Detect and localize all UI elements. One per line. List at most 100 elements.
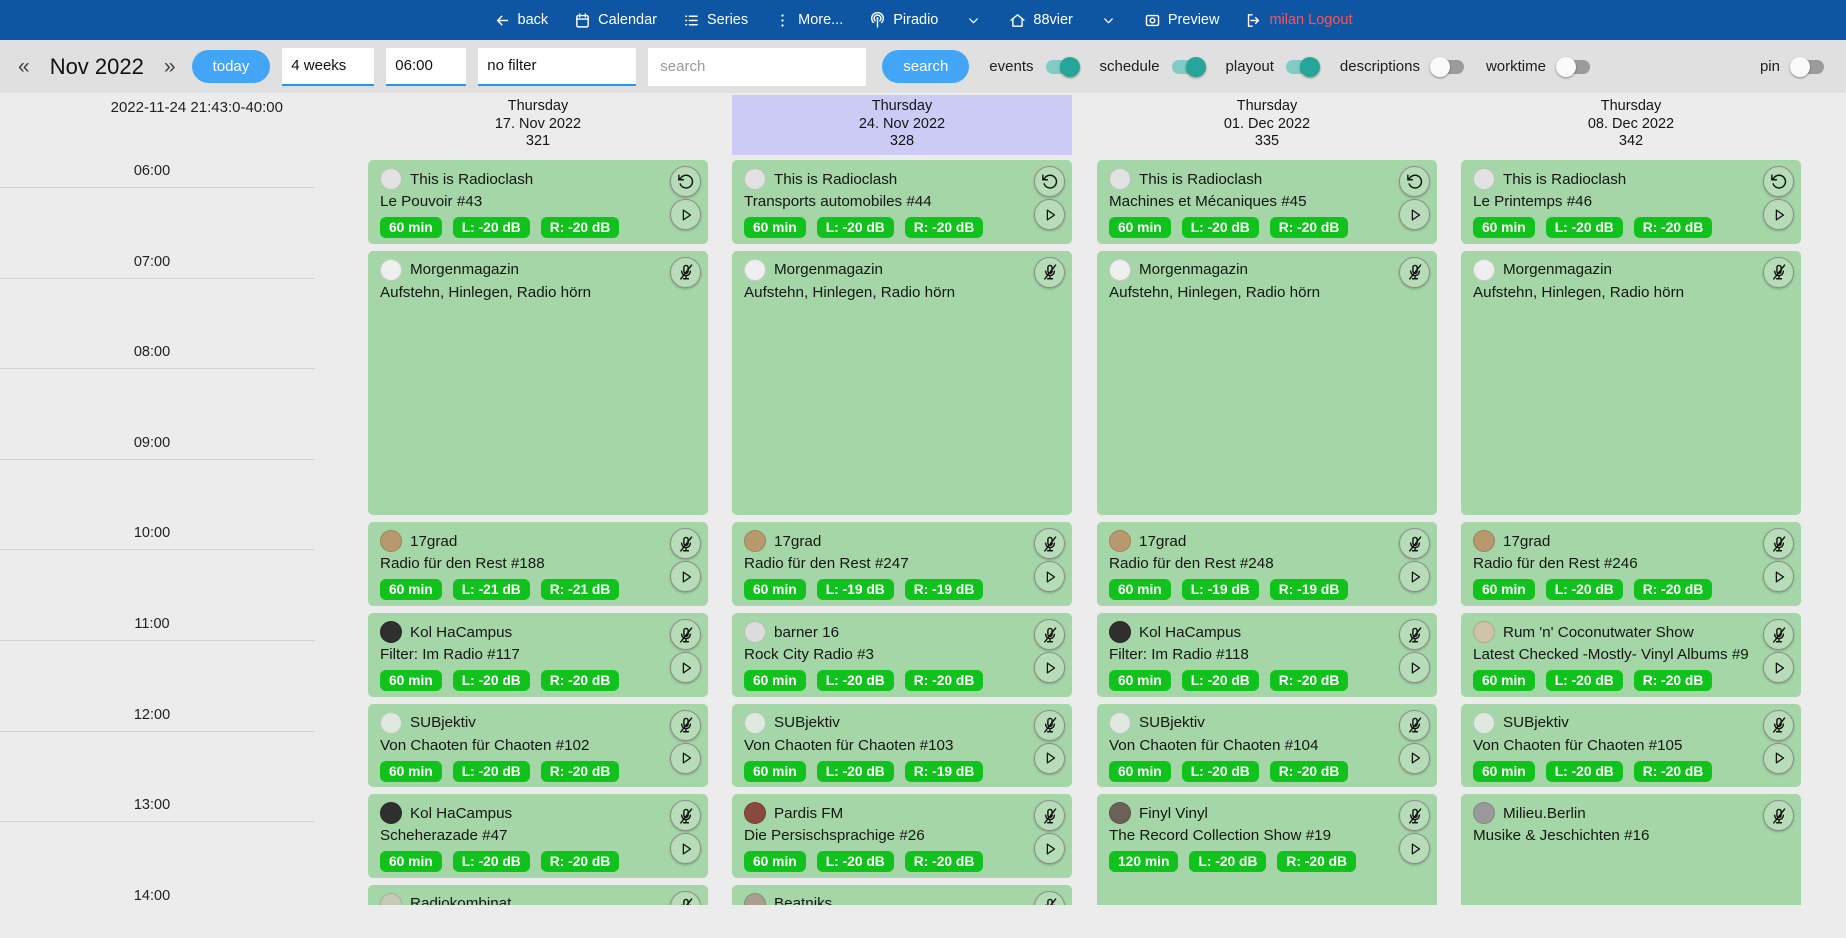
mic-off-button[interactable] (1763, 528, 1794, 560)
event-card[interactable]: Morgenmagazin Aufstehn, Hinlegen, Radio h… (1097, 250, 1437, 516)
event-card[interactable]: Beatniks (732, 884, 1072, 905)
play-button[interactable] (670, 652, 701, 683)
chevron-down-icon[interactable] (1101, 13, 1116, 28)
event-card[interactable]: 17grad Radio für den Rest #247 60 min L: -1… (732, 522, 1072, 606)
nav-item-back[interactable]: back (494, 12, 548, 29)
mic-off-button[interactable] (1399, 800, 1430, 832)
mic-off-button[interactable] (1399, 528, 1430, 560)
mic-off-button[interactable] (670, 256, 701, 288)
nav-item-preview[interactable]: Preview (1144, 12, 1219, 29)
play-button[interactable] (1763, 561, 1794, 593)
play-button[interactable] (1763, 652, 1794, 683)
play-button[interactable] (1034, 561, 1065, 593)
event-card[interactable]: SUBjektiv Von Chaoten für Chaoten #105 60 … (1461, 703, 1801, 788)
day-header-01--Dec-2022[interactable]: Thursday 01. Dec 2022 335 (1097, 95, 1437, 155)
play-button[interactable] (1399, 561, 1430, 593)
event-card[interactable]: This is Radioclash Transports automobiles… (732, 160, 1072, 244)
mic-off-button[interactable] (1034, 528, 1065, 560)
mic-off-button[interactable] (1034, 800, 1065, 832)
event-card[interactable]: Kol HaCampus Filter: Im Radio #118 60 min L… (1097, 613, 1437, 697)
play-button[interactable] (1763, 199, 1794, 230)
nav-item-piradio[interactable]: Piradio (869, 11, 938, 29)
nav-item-88vier[interactable]: 88vier (1009, 12, 1073, 29)
show-title: 17grad (410, 532, 458, 550)
toggle-worktime-toggle[interactable] (1555, 56, 1592, 77)
event-card[interactable]: 17grad Radio für den Rest #188 60 min L: -2… (368, 522, 708, 606)
event-card[interactable]: Milieu.Berlin Musike & Jeschichten #16 (1461, 794, 1801, 905)
play-button[interactable] (670, 561, 701, 593)
mic-off-button[interactable] (670, 709, 701, 741)
mic-off-button[interactable] (1034, 619, 1065, 650)
event-card[interactable]: SUBjektiv Von Chaoten für Chaoten #102 60 … (368, 703, 708, 788)
nav-item-series[interactable]: Series (683, 12, 748, 29)
event-card[interactable]: barner 16 Rock City Radio #3 60 min L: -20 … (732, 613, 1072, 697)
toggle-events-toggle[interactable] (1044, 56, 1080, 77)
nav-item-calendar[interactable]: Calendar (574, 12, 657, 29)
toggle-schedule-toggle[interactable] (1170, 56, 1206, 77)
toggle-pin-toggle[interactable] (1790, 56, 1826, 77)
event-card[interactable]: 17grad Radio für den Rest #246 60 min L: -2… (1461, 522, 1801, 606)
mic-off-button[interactable] (1399, 256, 1430, 288)
mic-off-button[interactable] (1034, 709, 1065, 741)
event-card[interactable]: SUBjektiv Von Chaoten für Chaoten #104 60 … (1097, 703, 1437, 788)
chevron-down-icon[interactable] (966, 13, 981, 28)
start-time-select[interactable]: 06:00 (386, 47, 467, 86)
mic-off-button[interactable] (1763, 709, 1794, 741)
mic-off-button[interactable] (670, 800, 701, 832)
day-header-08--Dec-2022[interactable]: Thursday 08. Dec 2022 342 (1461, 95, 1801, 155)
event-card[interactable]: This is Radioclash Le Printemps #46 60 min… (1461, 160, 1801, 244)
filter-select[interactable]: no filter (478, 47, 637, 86)
play-button[interactable] (1763, 742, 1794, 774)
mic-off-button[interactable] (670, 528, 701, 560)
nav-item-logout[interactable]: milan Logout (1245, 12, 1352, 29)
search-input[interactable] (648, 47, 867, 86)
event-card[interactable]: Morgenmagazin Aufstehn, Hinlegen, Radio h… (732, 250, 1072, 516)
search-button[interactable]: search (882, 50, 970, 83)
event-card[interactable]: Morgenmagazin Aufstehn, Hinlegen, Radio h… (1461, 250, 1801, 516)
event-card[interactable]: Rum 'n' Coconutwater Show Latest Checked … (1461, 613, 1801, 697)
play-button[interactable] (1399, 742, 1430, 774)
mic-off-button[interactable] (1034, 256, 1065, 288)
mic-off-button[interactable] (1763, 800, 1794, 832)
event-card[interactable]: Finyl Vinyl The Record Collection Show #1… (1097, 794, 1437, 905)
play-button[interactable] (670, 742, 701, 774)
nav-item-more[interactable]: More... (774, 12, 843, 29)
play-button[interactable] (670, 833, 701, 865)
rotate-ccw-button[interactable] (1399, 166, 1430, 197)
mic-off-button[interactable] (1763, 256, 1794, 288)
event-card[interactable]: Pardis FM Die Persischsprachige #26 60 min… (732, 794, 1072, 878)
play-button[interactable] (670, 199, 701, 230)
day-header-24--Nov-2022[interactable]: Thursday 24. Nov 2022 328 (732, 95, 1072, 155)
event-card[interactable]: This is Radioclash Le Pouvoir #43 60 min L:… (368, 160, 708, 244)
mic-off-button[interactable] (1399, 619, 1430, 650)
today-button[interactable]: today (191, 50, 271, 83)
play-button[interactable] (1399, 199, 1430, 230)
event-card[interactable]: Kol HaCampus Filter: Im Radio #117 60 min L… (368, 613, 708, 697)
toggle-playout-toggle[interactable] (1284, 56, 1320, 77)
next-month-button[interactable]: » (163, 54, 176, 78)
play-button[interactable] (1034, 833, 1065, 865)
event-card[interactable]: 17grad Radio für den Rest #248 60 min L: -1… (1097, 522, 1437, 606)
play-button[interactable] (1034, 199, 1065, 230)
play-button[interactable] (1399, 833, 1430, 865)
event-card[interactable]: Kol HaCampus Scheherazade #47 60 min L: -20… (368, 794, 708, 878)
mic-off-button[interactable] (1399, 709, 1430, 741)
mic-off-button[interactable] (670, 890, 701, 905)
range-select[interactable]: 4 weeks (282, 47, 375, 86)
play-button[interactable] (1034, 742, 1065, 774)
event-card[interactable]: SUBjektiv Von Chaoten für Chaoten #103 60 … (732, 703, 1072, 788)
event-card[interactable]: Morgenmagazin Aufstehn, Hinlegen, Radio h… (368, 250, 708, 516)
play-button[interactable] (1034, 652, 1065, 683)
event-card[interactable]: This is Radioclash Machines et Mécaniques… (1097, 160, 1437, 244)
mic-off-button[interactable] (670, 619, 701, 650)
mic-off-button[interactable] (1034, 890, 1065, 905)
toggle-descriptions-toggle[interactable] (1429, 56, 1466, 77)
rotate-ccw-button[interactable] (1034, 166, 1065, 197)
event-card[interactable]: Radiokombinat (368, 884, 708, 905)
rotate-ccw-button[interactable] (1763, 166, 1794, 197)
mic-off-button[interactable] (1763, 619, 1794, 650)
prev-month-button[interactable]: « (18, 54, 30, 78)
play-button[interactable] (1399, 652, 1430, 683)
day-header-17--Nov-2022[interactable]: Thursday 17. Nov 2022 321 (368, 95, 708, 155)
rotate-ccw-button[interactable] (670, 166, 701, 197)
